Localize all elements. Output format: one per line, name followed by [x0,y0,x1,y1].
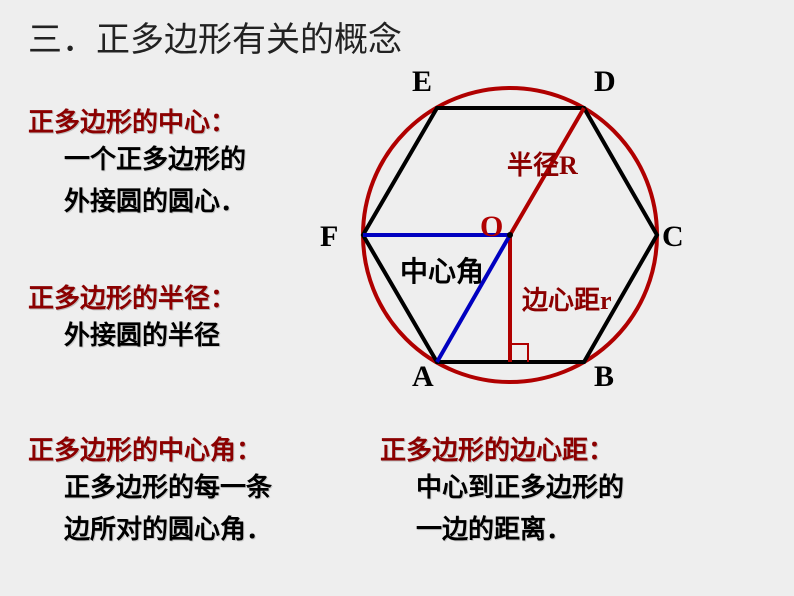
block-central-angle: 正多边形的中心角： 正多边形的每一条 边所对的圆心角． [28,430,272,550]
center-dot [507,232,513,238]
label-B: B [594,360,614,394]
right-angle-mark [510,344,528,362]
text-apothem-2: 一边的距离． [380,509,624,551]
heading-apothem: 正多边形的边心距： [380,430,624,467]
text-central-1: 正多边形的每一条 [28,467,272,509]
heading-radius: 正多边形的半径： [28,278,236,315]
label-F: F [320,220,338,254]
text-radius-1: 外接圆的半径 [28,315,236,357]
label-D: D [594,65,616,99]
block-radius: 正多边形的半径： 外接圆的半径 [28,278,236,357]
heading-central-angle: 正多边形的中心角： [28,430,272,467]
text-apothem-1: 中心到正多边形的 [380,467,624,509]
label-apothem-r: 边心距r [522,280,612,317]
heading-center: 正多边形的中心： [28,102,246,139]
text-center-2: 外接圆的圆心． [28,181,246,223]
hexagon-diagram: A B C D E F O 半径R 边心距r 中心角 [300,55,700,395]
label-E: E [412,65,432,99]
block-apothem: 正多边形的边心距： 中心到正多边形的 一边的距离． [380,430,624,550]
text-center-1: 一个正多边形的 [28,139,246,181]
label-central-angle: 中心角 [400,250,484,290]
label-A: A [412,360,434,394]
label-radius-R: 半径R [507,145,578,182]
label-O: O [480,210,503,244]
label-C: C [662,220,684,254]
page-title: 三．正多边形有关的概念 [28,12,402,61]
block-center: 正多边形的中心： 一个正多边形的 外接圆的圆心． [28,102,246,222]
text-central-2: 边所对的圆心角． [28,509,272,551]
